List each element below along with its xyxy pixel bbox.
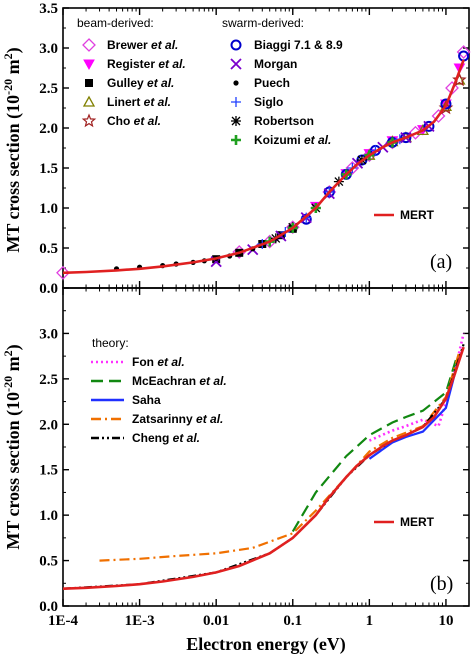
panel-b-x-ticks: 1E-4 1E-3 0.01 0.1 1 10 <box>48 288 470 629</box>
y-tick-label: 3.0 <box>39 41 58 57</box>
x-tick-label: 1E-4 <box>48 613 79 629</box>
data-point <box>458 50 470 62</box>
x-tick-label: 0.01 <box>203 613 229 629</box>
legend-entry-label: Zatsarinny et al. <box>132 412 223 426</box>
y-tick-label: 3.5 <box>39 1 58 17</box>
legend-marker <box>82 95 96 107</box>
panel-b-data <box>62 333 465 590</box>
legend-mert-label: MERT <box>400 208 435 222</box>
mert-curve <box>62 59 465 275</box>
legend-entry-label: Puech <box>254 76 290 90</box>
legend-entry-label: Brewer et al. <box>107 38 178 52</box>
legend-entry-label: Siglo <box>254 95 283 109</box>
data-point <box>56 265 70 280</box>
legend-marker <box>230 58 242 70</box>
y-tick-label: 2.5 <box>39 372 58 388</box>
legend-entry-label: Cheng et al. <box>132 431 200 445</box>
legend-entry-label: Robertson <box>254 114 314 128</box>
legend-marker <box>231 135 241 145</box>
panel-a-data <box>56 45 471 280</box>
legend-marker <box>230 39 242 51</box>
y-tick-label: 1.0 <box>39 508 58 524</box>
theory-curve <box>368 333 465 442</box>
panel-b-ylabel: MT cross section (10-20 m2) <box>1 344 24 549</box>
legend-marker <box>81 113 97 128</box>
x-tick-label: 1 <box>366 613 374 629</box>
legend-entry-label: Biaggi 7.1 & 8.9 <box>254 38 343 52</box>
data-point <box>456 45 471 59</box>
y-tick-label: 1.5 <box>39 463 58 479</box>
y-tick-label: 1.5 <box>39 161 58 177</box>
legend-marker <box>83 59 95 71</box>
x-tick-label: 0.1 <box>283 613 302 629</box>
panel-a-label: (a) <box>430 251 452 273</box>
data-point <box>423 120 435 132</box>
legend-entry-label: Koizumi et al. <box>254 133 331 147</box>
legend-entry-label: Morgan <box>254 57 297 71</box>
theory-curve <box>62 343 465 590</box>
data-point <box>440 98 452 110</box>
data-point <box>452 72 467 87</box>
legend-mert-label-b: MERT <box>400 515 435 529</box>
data-point <box>400 132 412 144</box>
legend-marker <box>231 97 241 107</box>
legend-entry-label: Cho et al. <box>107 114 161 128</box>
legend-marker <box>85 79 93 87</box>
y-tick-label: 3.0 <box>39 326 58 342</box>
y-tick-label: 0.5 <box>39 554 58 570</box>
y-tick-label: 0.0 <box>39 281 58 297</box>
y-tick-label: 2.5 <box>39 81 58 97</box>
y-tick-label: 0.5 <box>39 241 58 257</box>
legend-heading-beam: beam-derived: <box>77 16 154 30</box>
legend-marker <box>231 116 241 126</box>
y-tick-label: 2.0 <box>39 121 58 137</box>
x-tick-label: 1E-3 <box>125 613 155 629</box>
legend-marker <box>82 38 96 52</box>
legend-entry-label: Fon et al. <box>132 355 185 369</box>
y-tick-label: 1.0 <box>39 201 58 217</box>
y-tick-label: 0.0 <box>39 599 58 615</box>
panel-b-legend: theory: Fon et al. McEachran et al. Saha Za… <box>91 336 435 529</box>
panel-a: 0.0 0.5 1.0 1.5 2.0 2.5 3.0 3.5 (a) beam-derive… <box>1 1 471 297</box>
legend-entry-label: Linert et al. <box>107 95 171 109</box>
legend-entry-label: Gulley et al. <box>107 76 174 90</box>
mert-curve-b <box>62 346 465 590</box>
legend-marker <box>233 80 239 86</box>
panel-b: 0.0 0.5 1.0 1.5 2.0 2.5 3.0 1E-4 1E-3 0.01 0.1 1 10… <box>1 287 470 655</box>
data-point <box>431 109 446 123</box>
panel-a-ylabel: MT cross section (10-20 m2) <box>1 47 24 252</box>
panel-a-y-ticks: 0.0 0.5 1.0 1.5 2.0 2.5 3.0 3.5 <box>39 1 470 297</box>
y-tick-label: 2.0 <box>39 417 58 433</box>
legend-heading-swarm: swarm-derived: <box>222 16 304 30</box>
panel-b-y-ticks: 0.0 0.5 1.0 1.5 2.0 2.5 3.0 <box>39 310 469 615</box>
panel-b-xlabel: Electron energy (eV) <box>186 634 346 655</box>
legend-heading-theory: theory: <box>92 336 129 350</box>
legend-entry-label: McEachran et al. <box>132 374 227 388</box>
panel-a-legend: beam-derived: swarm-derived: Brewer et a… <box>77 16 435 222</box>
x-tick-label: 10 <box>438 613 453 629</box>
panel-b-label: (b) <box>430 573 453 595</box>
theory-curve <box>368 355 461 460</box>
legend-entry-label: Saha <box>132 393 161 407</box>
theory-curve <box>291 355 459 533</box>
legend-entry-label: Register et al. <box>107 57 186 71</box>
